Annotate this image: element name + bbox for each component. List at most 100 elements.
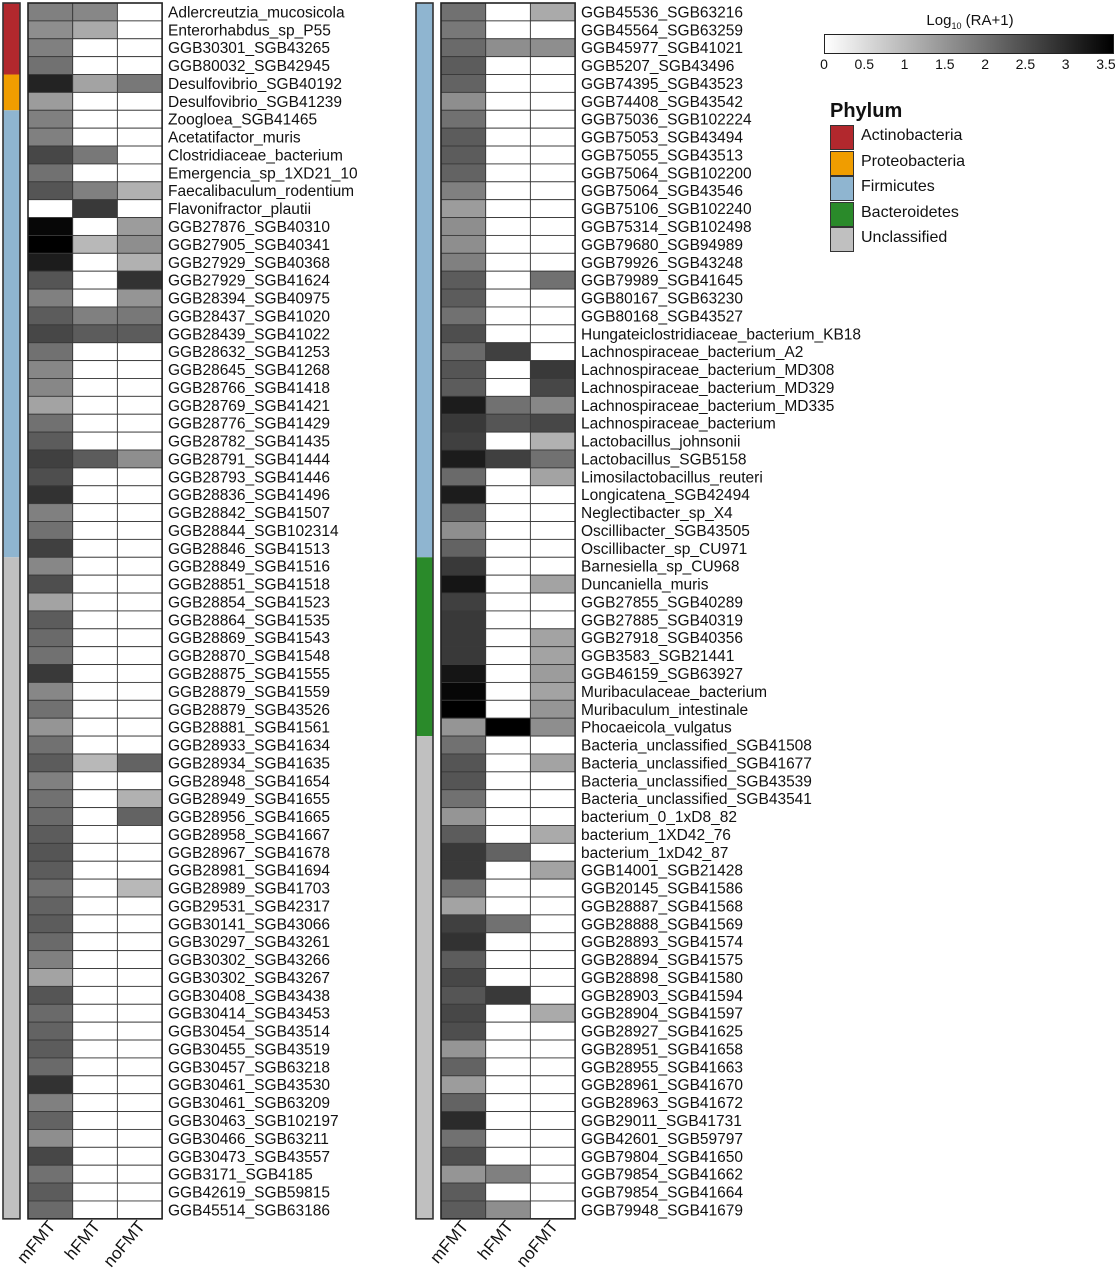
colorbar-tick-label: 1.5 [935,56,955,72]
heatmap-cell [529,234,576,254]
row-label: GGB30301_SGB43265 [168,40,330,57]
heatmap-cell [27,109,74,129]
phylum-legend-swatch [830,201,854,227]
heatmap-cell [72,878,118,898]
heatmap-cell [529,825,576,844]
heatmap-cell [27,127,74,147]
row-label: GGB27905_SGB40341 [168,237,330,254]
heatmap-cell [27,664,74,683]
heatmap-cell [27,234,74,254]
heatmap-cell [27,431,74,451]
row-label: Lactobacillus_SGB5158 [581,451,746,468]
heatmap-cell [485,91,531,111]
heatmap-cell [116,199,163,219]
heatmap-cell [72,592,118,612]
heatmap-cell [529,109,576,129]
heatmap-cell [485,288,531,308]
heatmap-cell [440,288,487,308]
row-label: GGB28879_SGB41559 [168,684,330,701]
row-label: bacterium_1XD42_76 [581,827,731,844]
heatmap-cell [72,503,118,522]
heatmap-cell [27,556,74,576]
heatmap-cell [440,807,487,826]
heatmap-cell [116,1200,163,1220]
heatmap-cell [116,56,163,75]
row-label: Hungateiclostridiaceae_bacterium_KB18 [581,326,861,343]
heatmap-cell [485,968,531,987]
heatmap-cell [529,878,576,898]
row-label: GGB28893_SGB41574 [581,934,743,951]
row-label: Desulfovibrio_SGB40192 [168,76,342,93]
heatmap-cell [116,1182,163,1202]
phylum-bar-border [2,2,21,1220]
heatmap-cell [529,342,576,362]
row-label: GGB28948_SGB41654 [168,773,330,790]
heatmap-cell [72,1057,118,1077]
row-label: GGB27876_SGB40310 [168,219,330,236]
heatmap-cell [27,74,74,93]
heatmap-cell [440,163,487,183]
heatmap-cell [529,699,576,719]
heatmap-cell [529,717,576,737]
row-label: GGB30473_SGB43557 [168,1149,330,1166]
row-label: GGB79680_SGB94989 [581,237,743,254]
heatmap-cell [440,985,487,1005]
heatmap-cell [485,771,531,791]
heatmap-cell [72,91,118,111]
phylum-legend-label: Firmicutes [861,178,935,195]
heatmap-cell [116,807,163,826]
heatmap-cell [529,181,576,201]
row-label: GGB80168_SGB43527 [581,308,743,325]
row-label: GGB79948_SGB41679 [581,1202,743,1219]
heatmap-cell [27,1164,74,1184]
heatmap-cell [116,574,163,594]
heatmap-cell [529,288,576,308]
heatmap-cell [485,413,531,433]
heatmap-cell [529,628,576,648]
heatmap-cell [529,521,576,540]
heatmap-cell [27,914,74,934]
row-label: GGB28879_SGB43526 [168,702,330,719]
heatmap-cell [529,1200,576,1220]
row-label: GGB45564_SGB63259 [581,22,743,39]
heatmap-cell [116,252,163,272]
row-label: GGB75055_SGB43513 [581,147,743,164]
row-label: GGB75106_SGB102240 [581,201,752,218]
heatmap-cell [116,717,163,737]
row-label: Bacteria_unclassified_SGB43539 [581,773,812,790]
heatmap-cell [72,681,118,701]
row-label: GGB75064_SGB43546 [581,183,743,200]
heatmap-cell [72,860,118,880]
heatmap-panel-1: Adlercreutzia_mucosicolaEnterorhabdus_sp… [2,2,358,1271]
phylum-bar-firmicutes [3,110,20,558]
heatmap-cell [485,467,531,487]
row-label: Phocaeicola_vulgatus [581,720,732,737]
heatmap-cell [485,789,531,809]
heatmap-cell [72,771,118,791]
heatmap-cell [72,342,118,362]
row-label: GGB30461_SGB43530 [168,1077,330,1094]
heatmap-cell [485,574,531,594]
heatmap-cell [529,91,576,111]
row-label: GGB74408_SGB43542 [581,94,743,111]
heatmap-cell [485,538,531,558]
heatmap-cell [440,467,487,487]
colorbar-tick-label: 2 [981,56,990,72]
heatmap-cell [72,109,118,129]
heatmap-cell [27,20,74,40]
heatmap-cell [116,127,163,147]
row-label: Emergencia_sp_1XD21_10 [168,165,358,182]
heatmap-cell [72,449,118,469]
heatmap-cell [27,717,74,737]
heatmap-cell [485,1146,531,1166]
heatmap-cell [440,771,487,791]
heatmap-cell [116,771,163,791]
heatmap-cell [529,378,576,397]
heatmap-cell [116,324,163,344]
row-label: GGB27929_SGB41624 [168,273,330,290]
row-label: Enterorhabdus_sp_P55 [168,22,331,39]
colorbar-tick-label: 1 [900,56,909,72]
row-label: GGB28967_SGB41678 [168,845,330,862]
heatmap-cell [72,145,118,165]
row-label: bacterium_1xD42_87 [581,845,728,862]
